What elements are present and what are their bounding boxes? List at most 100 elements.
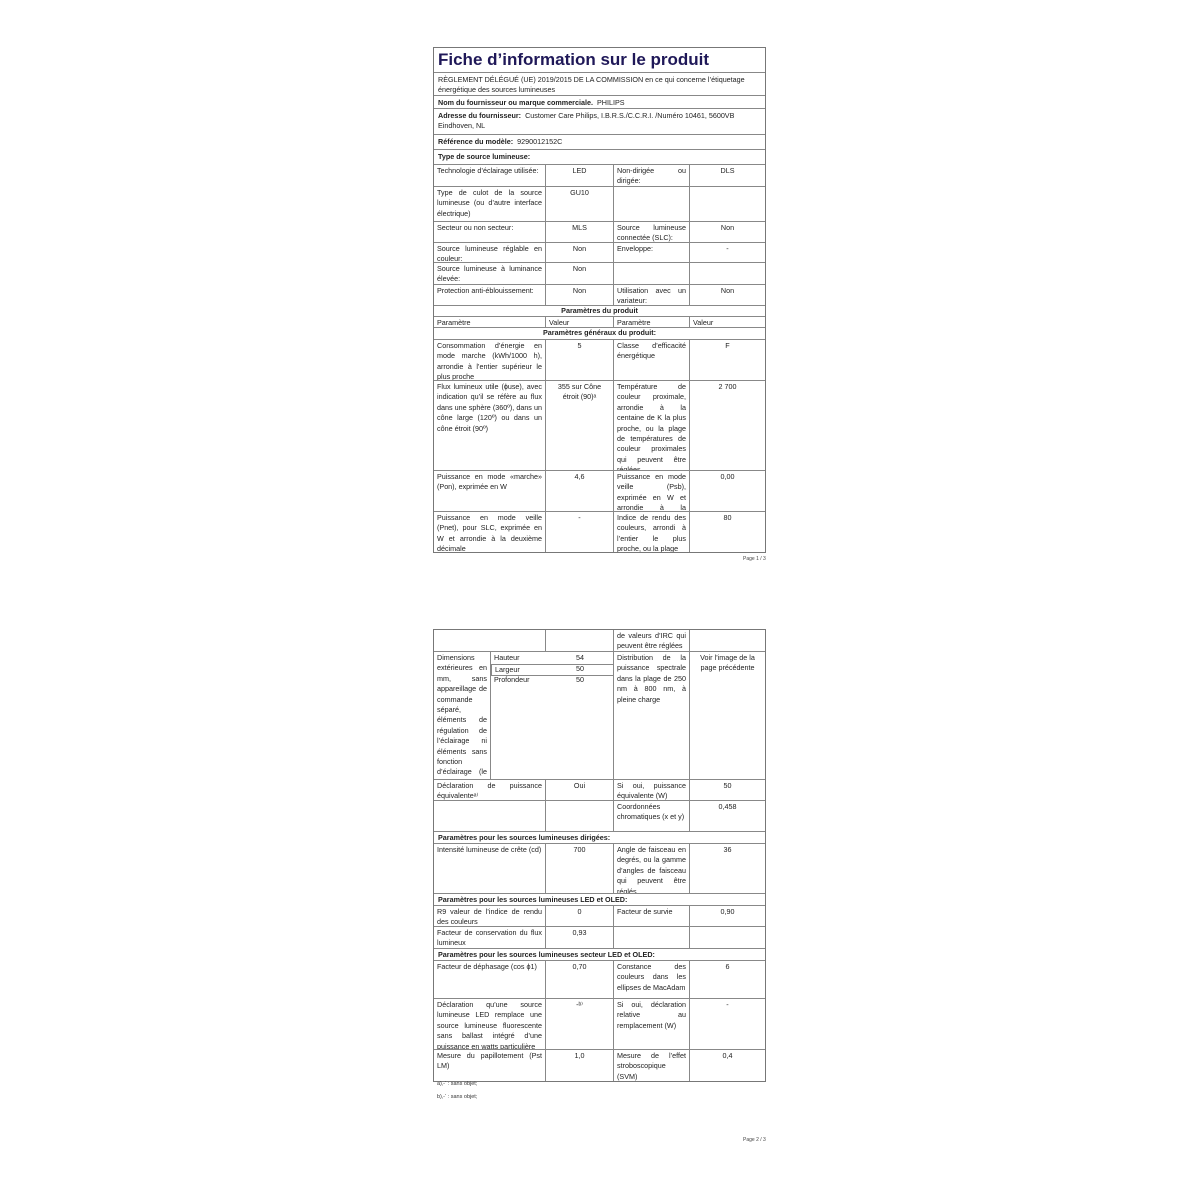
value-cell: DLS (720, 166, 735, 175)
value-cell: 0,458 (718, 802, 737, 811)
value-cell: MLS (546, 222, 614, 242)
product-info-table-page-1: Fiche d’information sur le produit RÈGLE… (433, 47, 766, 553)
parameter-cell: Si oui, déclaration relative au remplace… (614, 999, 690, 1049)
value-cell: 0 (546, 906, 614, 926)
supplier-address: Customer Care Philips, I.B.R.S./C.C.R.I.… (438, 111, 735, 131)
column-header: Valeur (546, 317, 614, 327)
parameter-cell: Intensité lumineuse de crête (cd) (434, 844, 546, 893)
value-cell: - (546, 512, 614, 552)
value-cell (491, 652, 614, 779)
value-cell: 6 (725, 962, 730, 971)
table-row: Paramètres pour les sources lumineuses d… (434, 832, 765, 844)
document-title-row: Fiche d’information sur le produit (434, 48, 765, 73)
value-cell: 2 700 (718, 382, 737, 391)
supplier-address-row: Adresse du fournisseur: Customer Care Ph… (434, 109, 765, 135)
value-cell (690, 927, 765, 948)
supplier-name-label: Nom du fournisseur ou marque commerciale… (438, 98, 593, 107)
product-info-table-page-2: de valeurs d’IRC qui peuvent être réglée… (433, 629, 766, 1082)
value-cell: F (725, 341, 730, 350)
value-cell: Non (546, 243, 614, 262)
value-cell: - (726, 1000, 729, 1009)
value-cell: 50 (723, 781, 732, 790)
value-cell: Voir l’image de la page précédente (700, 653, 755, 673)
parameter-cell: Enveloppe: (614, 243, 690, 262)
parameter-cell: Technologie d’éclairage utilisée: (434, 165, 546, 186)
dimension-value: 50 (576, 675, 584, 684)
value-cell: Non (720, 223, 735, 232)
table-row: Source lumineuse à luminance élevée: Non (434, 263, 765, 285)
value-cell: Non (720, 286, 735, 295)
parameter-cell: Type de culot de la source lumineuse (ou… (434, 187, 546, 221)
parameter-cell: Facteur de conservation du flux lumineux (434, 927, 546, 948)
supplier-name: PHILIPS (596, 98, 625, 107)
parameter-cell: Facteur de survie (614, 906, 690, 926)
parameter-cell: Mesure du papillotement (Pst LM) (434, 1050, 546, 1081)
supplier-name-row: Nom du fournisseur ou marque commerciale… (434, 96, 765, 109)
page-number-1: Page 1 / 3 (743, 556, 766, 562)
table-row: Facteur de conservation du flux lumineux… (434, 927, 765, 949)
dimension-name: Largeur (491, 664, 614, 677)
value-cell (546, 630, 614, 651)
value-cell: Non (546, 285, 614, 305)
value-cell: -ᵇ⁾ (546, 999, 614, 1049)
parameter-cell: Puissance en mode veille (Pnet), pour SL… (434, 512, 546, 552)
parameter-cell: Secteur ou non secteur: (434, 222, 546, 242)
table-row: Puissance en mode veille (Pnet), pour SL… (434, 512, 765, 552)
parameter-cell: Déclaration qu’une source lumineuse LED … (434, 999, 546, 1049)
parameter-cell: Source lumineuse à luminance élevée: (434, 263, 546, 284)
parameter-cell: Distribution de la puissance spectrale d… (614, 652, 690, 779)
model-row: Référence du modèle: 9290012152C (434, 135, 765, 150)
value-cell: 0,93 (546, 927, 614, 948)
section-heading: Paramètres du produit (561, 306, 638, 315)
parameter-cell: Consommation d’énergie en mode marche (k… (434, 340, 546, 380)
value-cell (690, 187, 765, 221)
dimension-value: 54 (576, 653, 584, 662)
table-row: R9 valeur de l’indice de rendu des coule… (434, 906, 765, 927)
parameter-cell: Source lumineuse réglable en couleur: (434, 243, 546, 262)
dimension-value: 50 (576, 664, 584, 673)
value-cell: 0,70 (546, 961, 614, 998)
value-cell: Oui (546, 780, 614, 800)
footnote-b: b)‚-‘ : sans objet; (437, 1094, 478, 1100)
parameter-cell (614, 187, 690, 221)
table-row: Flux lumineux utile (ɸuse), avec indicat… (434, 381, 765, 471)
parameter-cell (434, 801, 546, 831)
table-row: Paramètres pour les sources lumineuses s… (434, 949, 765, 961)
column-header: Paramètre (614, 317, 690, 327)
parameter-cell: Mesure de l’effet stroboscopique (SVM) (614, 1050, 690, 1081)
table-row: Mesure du papillotement (Pst LM) 1,0 Mesur… (434, 1050, 765, 1081)
regulation-row: RÈGLEMENT DÉLÉGUÉ (UE) 2019/2015 DE LA C… (434, 73, 765, 96)
value-cell: 0,4 (722, 1051, 733, 1060)
value-cell: LED (546, 165, 614, 186)
table-row: Intensité lumineuse de crête (cd) 700 Angl… (434, 844, 765, 894)
table-row: Source lumineuse réglable en couleur: Non… (434, 243, 765, 263)
parameter-cell: Puissance en mode «marche» (Pon), exprim… (434, 471, 546, 511)
parameter-cell: Température de couleur proximale, arrond… (614, 381, 690, 470)
table-row: Paramètres généraux du produit: (434, 328, 765, 340)
parameter-cell: Utilisation avec un variateur: (614, 285, 690, 305)
document-title: Fiche d’information sur le produit (438, 50, 710, 69)
value-cell (546, 801, 614, 831)
value-cell: 0,90 (720, 907, 735, 916)
table-row: Protection anti-éblouissement: Non Utilisa… (434, 285, 765, 306)
table-row: Type de culot de la source lumineuse (ou… (434, 187, 765, 222)
value-cell: 1,0 (546, 1050, 614, 1081)
parameter-cell: Coordonnées chromatiques (x et y) (614, 801, 690, 831)
value-cell: 5 (546, 340, 614, 380)
parameter-cell (434, 630, 546, 651)
table-row: de valeurs d’IRC qui peuvent être réglée… (434, 630, 765, 652)
parameter-cell: Angle de faisceau en degrés, ou la gamme… (614, 844, 690, 893)
value-cell: GU10 (546, 187, 614, 221)
regulation-text: RÈGLEMENT DÉLÉGUÉ (UE) 2019/2015 DE LA C… (438, 75, 745, 95)
column-header: Paramètre (434, 317, 546, 327)
parameter-cell: Non-dirigée ou dirigée: (614, 165, 690, 186)
section-heading: Paramètres pour les sources lumineuses d… (438, 833, 611, 842)
table-row: Coordonnées chromatiques (x et y) 0,458 (434, 801, 765, 832)
dimensions-label: Dimensions extérieures en mm, sans appar… (434, 652, 491, 779)
dimension-name: Hauteur (494, 653, 520, 662)
parameter-cell: Facteur de déphasage (cos ϕ1) (434, 961, 546, 998)
value-cell: 355 sur Cône étroit (90)ᵃ (546, 381, 614, 470)
parameter-cell: R9 valeur de l’indice de rendu des coule… (434, 906, 546, 926)
parameter-cell: Constance des couleurs dans les ellipses… (614, 961, 690, 998)
model-reference: 9290012152C (517, 137, 563, 146)
